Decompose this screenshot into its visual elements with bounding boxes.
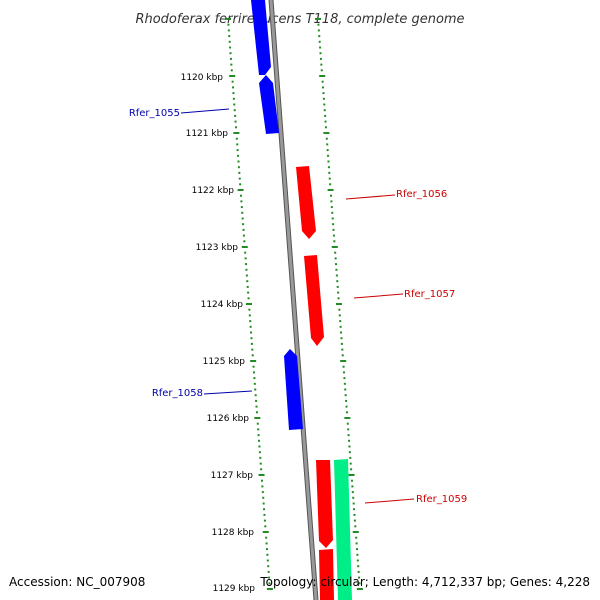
feature-rfer-1057[interactable]	[304, 255, 324, 346]
kbp-label: 1129 kbp	[213, 584, 256, 594]
gene-label-rfer-1057[interactable]: Rfer_1057	[353, 289, 455, 300]
kbp-label: 1122 kbp	[192, 186, 235, 196]
kbp-label: 1120 kbp	[181, 73, 224, 83]
feature-other-track[interactable]	[334, 459, 352, 600]
gene-name: Rfer_1058	[152, 388, 203, 399]
feature-rfer-1055[interactable]	[259, 75, 279, 134]
gene-label-rfer-1058[interactable]: Rfer_1058	[152, 388, 253, 399]
gene-label-rfer-1059[interactable]: Rfer_1059	[364, 494, 467, 505]
feature-rfer-1054-partial[interactable]	[251, 0, 271, 75]
gene-label-rfer-1055[interactable]: Rfer_1055	[129, 108, 230, 119]
feature-rfer-1058[interactable]	[284, 349, 303, 430]
gene-name: Rfer_1055	[129, 108, 180, 119]
backbone	[268, 0, 319, 600]
guide-ticks	[225, 18, 363, 590]
kbp-label: 1128 kbp	[212, 528, 255, 538]
gene-name: Rfer_1057	[404, 289, 455, 300]
kbp-label: 1121 kbp	[186, 129, 229, 139]
kbp-label: 1123 kbp	[196, 243, 239, 253]
feature-rfer-1059[interactable]	[316, 460, 334, 600]
kbp-label: 1124 kbp	[201, 300, 244, 310]
gene-label-rfer-1056[interactable]: Rfer_1056	[345, 189, 447, 200]
gene-name: Rfer_1056	[396, 189, 447, 200]
kbp-label: 1125 kbp	[203, 357, 246, 367]
accession-text: Accession: NC_007908	[9, 575, 145, 589]
kbp-label: 1126 kbp	[207, 414, 250, 424]
feature-rfer-1056[interactable]	[296, 166, 316, 239]
kbp-label: 1127 kbp	[211, 471, 254, 481]
gene-name: Rfer_1059	[416, 494, 467, 505]
map-title: Rhodoferax ferrireducens T118, complete …	[135, 12, 464, 27]
topology-text: Topology: circular; Length: 4,712,337 bp…	[259, 575, 590, 589]
kbp-labels: 1120 kbp 1121 kbp 1122 kbp 1123 kbp 1124…	[181, 73, 256, 594]
